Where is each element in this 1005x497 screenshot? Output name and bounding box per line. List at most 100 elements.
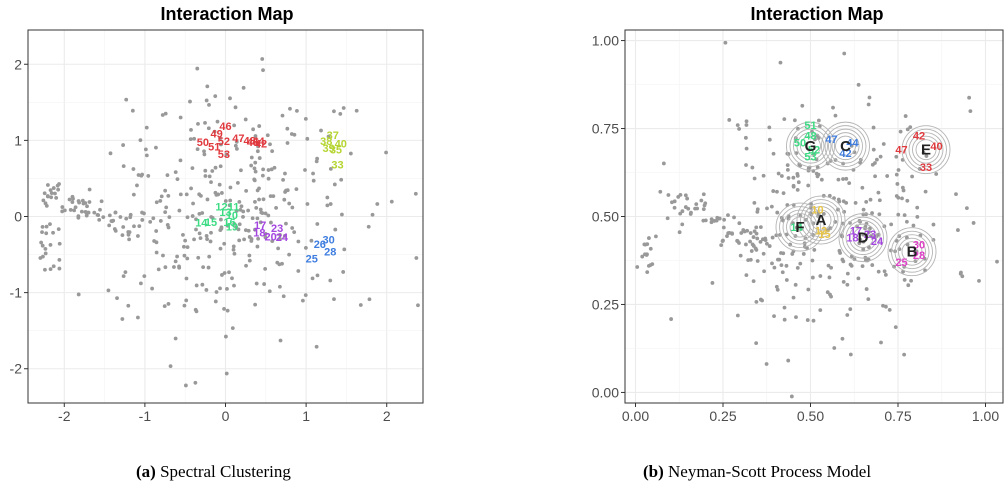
background-points bbox=[635, 40, 999, 399]
background-point bbox=[721, 225, 726, 230]
background-point bbox=[162, 304, 167, 309]
background-point bbox=[202, 149, 206, 154]
background-point bbox=[754, 341, 759, 346]
point-label: 35 bbox=[330, 145, 342, 157]
background-point bbox=[217, 182, 222, 187]
background-point bbox=[158, 199, 163, 203]
cluster-centre-label: F bbox=[795, 219, 804, 236]
background-point bbox=[752, 200, 757, 205]
background-point bbox=[138, 281, 143, 286]
background-point bbox=[295, 108, 299, 113]
background-point bbox=[269, 167, 274, 172]
density-contour bbox=[908, 132, 944, 168]
background-point bbox=[142, 274, 147, 278]
background-point bbox=[683, 205, 688, 209]
background-point bbox=[263, 266, 268, 271]
background-point bbox=[49, 195, 54, 200]
background-point bbox=[244, 188, 249, 193]
background-point bbox=[778, 60, 783, 65]
background-point bbox=[861, 239, 866, 244]
background-point bbox=[140, 218, 145, 222]
background-point bbox=[328, 166, 333, 171]
background-point bbox=[813, 137, 817, 142]
caption-b-text: Neyman-Scott Process Model bbox=[668, 462, 872, 481]
background-point bbox=[841, 259, 846, 264]
background-point bbox=[188, 99, 192, 104]
background-point bbox=[325, 195, 330, 200]
background-point bbox=[873, 174, 877, 179]
background-point bbox=[206, 265, 211, 270]
background-point bbox=[772, 265, 777, 270]
background-point bbox=[666, 193, 671, 197]
background-point bbox=[204, 288, 209, 292]
background-point bbox=[723, 40, 728, 45]
background-point bbox=[239, 204, 244, 209]
background-point bbox=[238, 207, 243, 212]
background-point bbox=[750, 165, 755, 170]
background-point bbox=[894, 172, 899, 177]
background-point bbox=[769, 204, 774, 209]
background-point bbox=[121, 164, 126, 169]
background-point bbox=[744, 273, 749, 278]
background-point bbox=[40, 243, 45, 248]
background-point bbox=[680, 222, 685, 227]
point-label: 16 bbox=[223, 217, 235, 229]
point-label: 23 bbox=[271, 223, 283, 235]
background-point bbox=[107, 223, 112, 228]
background-point bbox=[80, 198, 85, 203]
background-point bbox=[810, 275, 815, 280]
point-label: 30 bbox=[913, 240, 925, 252]
background-point bbox=[205, 84, 210, 89]
background-point bbox=[413, 191, 418, 196]
density-contours bbox=[775, 121, 951, 277]
background-point bbox=[748, 231, 753, 235]
background-point bbox=[235, 180, 240, 185]
density-contour bbox=[821, 121, 870, 171]
background-point bbox=[654, 234, 658, 239]
background-point bbox=[281, 177, 285, 182]
background-point bbox=[848, 262, 853, 267]
background-point bbox=[995, 259, 999, 264]
background-point bbox=[41, 198, 46, 203]
point-label: 51 bbox=[804, 120, 816, 132]
background-point bbox=[164, 205, 169, 210]
background-point bbox=[314, 344, 319, 349]
background-point bbox=[866, 102, 871, 107]
background-point bbox=[826, 263, 831, 268]
background-point bbox=[838, 251, 842, 255]
point-label: 26 bbox=[314, 239, 326, 251]
y-tick-label: -2 bbox=[10, 361, 23, 377]
background-point bbox=[856, 276, 861, 281]
background-point bbox=[225, 308, 230, 313]
background-point bbox=[284, 221, 288, 226]
background-point bbox=[887, 308, 892, 312]
background-point bbox=[223, 334, 228, 339]
background-point bbox=[366, 224, 371, 229]
background-point bbox=[791, 295, 796, 300]
background-point bbox=[48, 243, 53, 247]
point-label: 25 bbox=[306, 253, 318, 265]
background-point bbox=[243, 228, 248, 233]
density-contour bbox=[779, 206, 821, 249]
background-point bbox=[60, 205, 65, 209]
density-contour bbox=[838, 213, 888, 263]
background-point bbox=[771, 151, 776, 156]
background-point bbox=[241, 214, 245, 219]
background-point bbox=[112, 227, 117, 231]
background-point bbox=[665, 216, 670, 221]
background-point bbox=[43, 267, 47, 272]
background-point bbox=[220, 273, 224, 277]
background-point bbox=[249, 239, 254, 243]
background-point bbox=[261, 68, 265, 73]
background-point bbox=[370, 212, 375, 217]
density-contour bbox=[905, 128, 947, 171]
background-point bbox=[954, 192, 958, 197]
background-point bbox=[303, 116, 308, 121]
background-point bbox=[194, 283, 199, 288]
background-point bbox=[219, 142, 223, 147]
background-point bbox=[333, 227, 338, 232]
density-contour bbox=[835, 135, 856, 157]
background-point bbox=[643, 242, 648, 247]
caption-a-tag: (a) bbox=[136, 462, 156, 481]
